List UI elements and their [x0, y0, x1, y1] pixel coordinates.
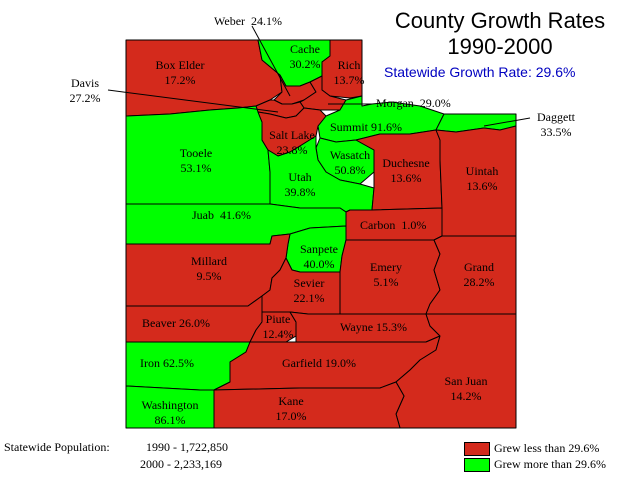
county-label-grand: Grand 28.2% — [463, 260, 495, 289]
county-label-sevier: Sevier 22.1% — [293, 276, 325, 305]
population-2000: 2000 - 2,233,169 — [140, 457, 222, 471]
county-label-davis: Davis 27.2% — [69, 76, 101, 105]
legend-swatch-more — [464, 458, 490, 473]
county-kane — [213, 381, 405, 429]
statewide-growth-rate: Statewide Growth Rate: 29.6% — [384, 64, 576, 80]
county-label-piute: Piute 12.4% — [262, 312, 294, 341]
county-label-emery: Emery 5.1% — [370, 260, 402, 289]
county-label-tooele: Tooele 53.1% — [179, 146, 213, 175]
daggett-leader-line — [483, 117, 531, 127]
legend-item-more: Grew more than 29.6% — [464, 457, 606, 473]
county-label-morgan: Morgan 29.0% — [376, 96, 451, 110]
county-label-summit: Summit 91.6% — [330, 120, 403, 134]
county-label-wayne: Wayne 15.3% — [340, 320, 408, 334]
county-label-carbon: Carbon 1.0% — [360, 218, 427, 232]
legend-label-less: Grew less than 29.6% — [494, 441, 600, 455]
county-label-san-juan: San Juan 14.2% — [444, 374, 488, 403]
county-label-utah: Utah 39.8% — [284, 170, 316, 199]
population-1990: 1990 - 1,722,850 — [146, 440, 228, 454]
legend-label-more: Grew more than 29.6% — [494, 457, 606, 471]
county-grand — [425, 235, 517, 315]
county-uintah — [435, 125, 517, 237]
county-label-juab: Juab 41.6% — [192, 208, 251, 222]
map-title: County Growth Rates — [394, 8, 606, 33]
weber-leader-line — [251, 25, 291, 97]
county-label-duchesne: Duchesne 13.6% — [382, 156, 430, 185]
county-salt-lake — [257, 107, 327, 157]
county-label-kane: Kane 17.0% — [275, 394, 307, 423]
county-label-rich: Rich 13.7% — [333, 58, 365, 87]
county-morgan — [299, 75, 347, 111]
county-label-garfield: Garfield 19.0% — [282, 356, 356, 370]
county-label-wasatch: Wasatch 50.8% — [329, 148, 371, 177]
county-label-cache: Cache 30.2% — [289, 42, 321, 71]
county-label-daggett: Daggett 33.5% — [537, 110, 575, 139]
legend-item-less: Grew less than 29.6% — [464, 441, 600, 457]
county-label-salt-lake: Salt Lake 23.8% — [269, 128, 315, 157]
county-label-millard: Millard 9.5% — [191, 254, 227, 283]
county-label-sanpete: Sanpete 40.0% — [300, 242, 338, 271]
county-label-box-elder: Box Elder 17.2% — [155, 58, 205, 87]
county-label-washington: Washington 86.1% — [141, 398, 199, 427]
map-title-years: 1990-2000 — [447, 34, 553, 59]
county-label-weber: Weber 24.1% — [214, 14, 283, 28]
legend-swatch-less — [464, 442, 490, 457]
population-label: Statewide Population: — [4, 440, 110, 454]
davis-leader-line — [107, 89, 279, 113]
county-label-iron: Iron 62.5% — [140, 356, 194, 370]
county-label-beaver: Beaver 26.0% — [142, 316, 210, 330]
county-label-uintah: Uintah 13.6% — [465, 164, 499, 193]
